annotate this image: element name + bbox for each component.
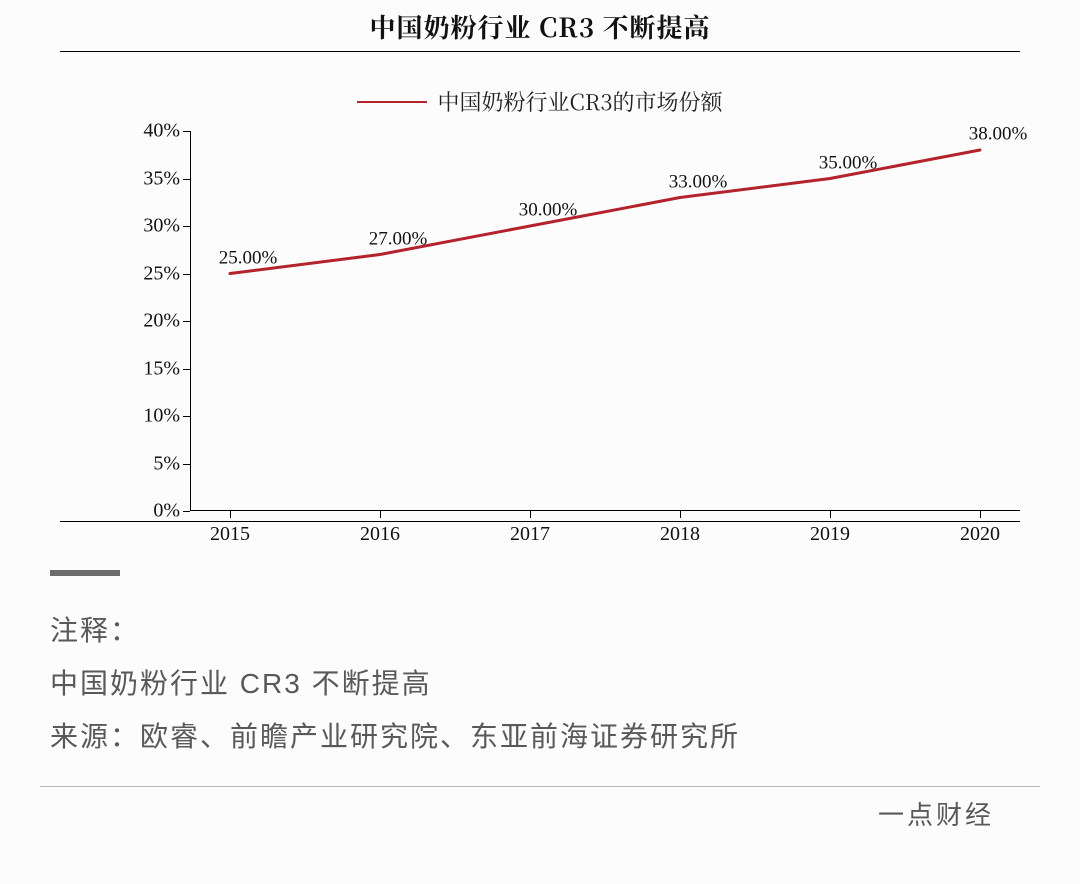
y-tick-label: 5% — [153, 452, 190, 475]
chart-container: 中国奶粉行业CR3的市场份额 0%5%10%15%20%25%30%35%40%… — [60, 62, 1020, 511]
line-series — [190, 131, 1020, 511]
legend-swatch — [357, 101, 427, 103]
page-root: 中国奶粉行业 CR3 不断提高 中国奶粉行业CR3的市场份额 0%5%10%15… — [0, 0, 1080, 884]
caption-source: 来源：欧睿、前瞻产业研究院、东亚前海证券研究所 — [50, 710, 1030, 763]
data-label: 35.00% — [819, 152, 878, 174]
x-tick-label: 2017 — [510, 511, 550, 546]
y-tick-label: 15% — [143, 357, 190, 380]
data-label: 38.00% — [969, 124, 1028, 146]
caption-heading: 注释： — [50, 604, 1030, 657]
data-label: 33.00% — [669, 171, 728, 193]
y-tick-label: 25% — [143, 262, 190, 285]
legend-label: 中国奶粉行业CR3的市场份额 — [437, 86, 722, 117]
x-tick-label: 2020 — [960, 511, 1000, 546]
x-tick-label: 2016 — [360, 511, 400, 546]
y-tick-label: 40% — [143, 120, 190, 143]
x-tick-label: 2015 — [210, 511, 250, 546]
data-label: 27.00% — [369, 228, 428, 250]
caption-source-label: 来源： — [50, 721, 140, 752]
y-tick-label: 20% — [143, 310, 190, 333]
chart-title: 中国奶粉行业 CR3 不断提高 — [40, 0, 1040, 51]
y-tick-label: 10% — [143, 405, 190, 428]
x-tick-label: 2018 — [660, 511, 700, 546]
caption-dash-icon — [50, 570, 120, 576]
brand-label: 一点财经 — [40, 787, 1040, 832]
legend: 中国奶粉行业CR3的市场份额 — [60, 62, 1020, 131]
y-tick-label: 35% — [143, 167, 190, 190]
caption-line-1: 中国奶粉行业 CR3 不断提高 — [50, 657, 1030, 710]
caption-source-text: 欧睿、前瞻产业研究院、东亚前海证券研究所 — [140, 721, 740, 752]
plot-area: 0%5%10%15%20%25%30%35%40%201520162017201… — [190, 131, 1020, 511]
y-tick-label: 0% — [153, 500, 190, 523]
x-tick-label: 2019 — [810, 511, 850, 546]
data-label: 25.00% — [219, 247, 278, 269]
data-label: 30.00% — [519, 200, 578, 222]
y-tick-label: 30% — [143, 215, 190, 238]
top-rule — [60, 51, 1020, 52]
caption-block: 注释： 中国奶粉行业 CR3 不断提高 来源：欧睿、前瞻产业研究院、东亚前海证券… — [40, 570, 1040, 764]
